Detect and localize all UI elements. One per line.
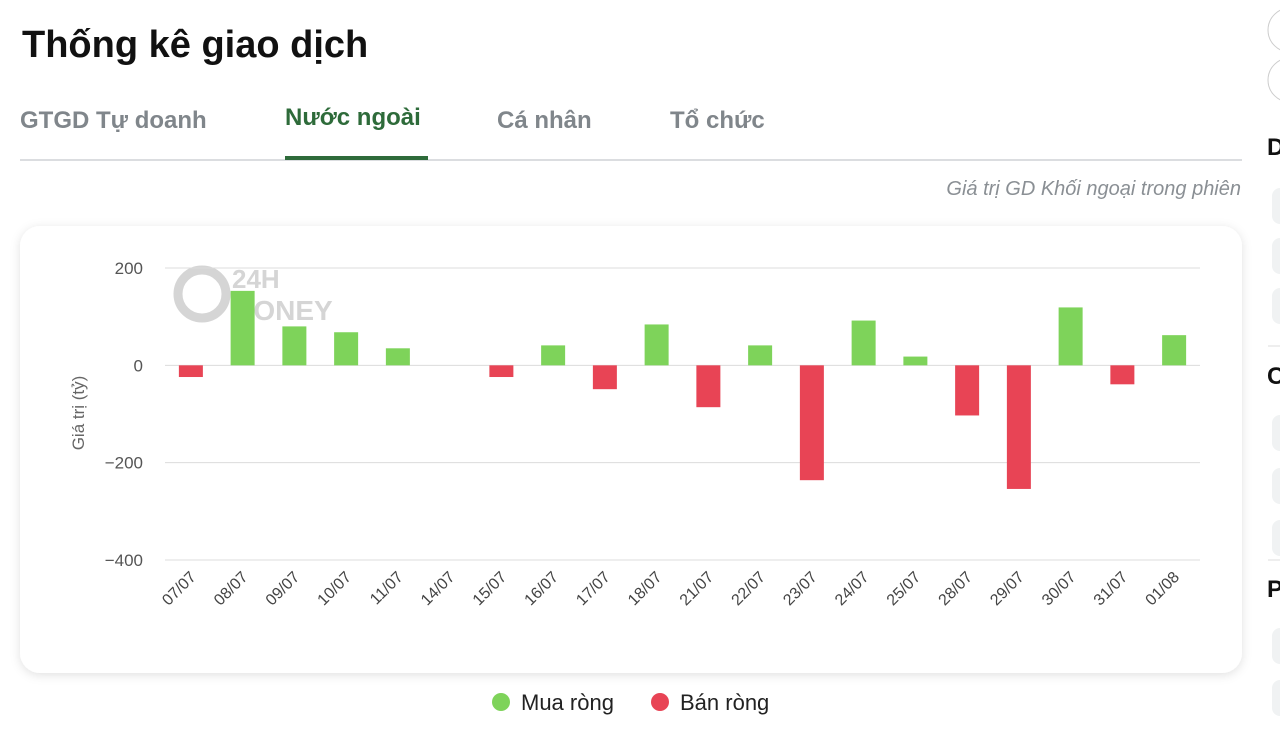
page-title: Thống kê giao dịch <box>22 24 368 66</box>
sidebar: D C P <box>1267 8 1280 716</box>
bar <box>903 356 928 366</box>
bar <box>799 365 824 481</box>
sidebar-item <box>1272 628 1280 664</box>
y-tick-label: −200 <box>105 454 143 473</box>
legend-swatch <box>651 693 669 711</box>
bar <box>1162 335 1187 366</box>
bar <box>644 324 669 366</box>
sidebar-item <box>1272 680 1280 716</box>
sidebar-heading: D <box>1267 134 1280 161</box>
legend-swatch <box>492 693 510 711</box>
sidebar-item <box>1272 468 1280 504</box>
watermark-text: 24H <box>232 264 280 294</box>
sidebar-item <box>1272 288 1280 324</box>
sidebar-item <box>1272 415 1280 451</box>
active-tab-underline <box>285 156 428 160</box>
legend-label[interactable]: Mua ròng <box>521 690 614 715</box>
y-tick-label: 0 <box>134 356 143 375</box>
y-axis-label: Giá trị (tỷ) <box>69 376 88 451</box>
bar <box>696 365 721 408</box>
bar <box>230 290 255 366</box>
bar <box>334 332 359 366</box>
sidebar-button[interactable] <box>1267 8 1280 52</box>
sidebar-item <box>1272 238 1280 274</box>
sidebar-heading: C <box>1267 363 1280 390</box>
bar <box>541 345 566 366</box>
bar <box>178 365 203 378</box>
bar <box>385 348 410 366</box>
bar <box>851 320 876 366</box>
chart-subtitle: Giá trị GD Khối ngoại trong phiên <box>946 178 1241 200</box>
bar <box>748 345 773 366</box>
y-tick-label: 200 <box>115 259 143 278</box>
bar <box>1058 307 1083 366</box>
sidebar-button[interactable] <box>1267 58 1280 102</box>
bar <box>489 365 514 378</box>
sidebar-heading: P <box>1267 576 1280 603</box>
legend-label[interactable]: Bán ròng <box>680 690 769 715</box>
tab-bar: GTGD Tự doanh Nước ngoài Cá nhân Tổ chức <box>20 104 765 134</box>
sidebar-item <box>1272 188 1280 224</box>
bar <box>1006 365 1031 489</box>
sidebar-item <box>1272 520 1280 556</box>
tab[interactable]: Nước ngoài <box>285 104 421 131</box>
tab[interactable]: GTGD Tự doanh <box>20 107 207 134</box>
tab[interactable]: Cá nhân <box>497 107 592 134</box>
y-tick-label: −400 <box>105 551 143 570</box>
bar <box>955 365 980 416</box>
legend: Mua ròng Bán ròng <box>492 690 769 715</box>
bar <box>1110 365 1135 385</box>
chart-card <box>20 226 1242 673</box>
tab[interactable]: Tổ chức <box>670 107 765 134</box>
bar <box>282 326 307 366</box>
watermark-logo <box>173 265 231 323</box>
bar <box>592 365 617 390</box>
